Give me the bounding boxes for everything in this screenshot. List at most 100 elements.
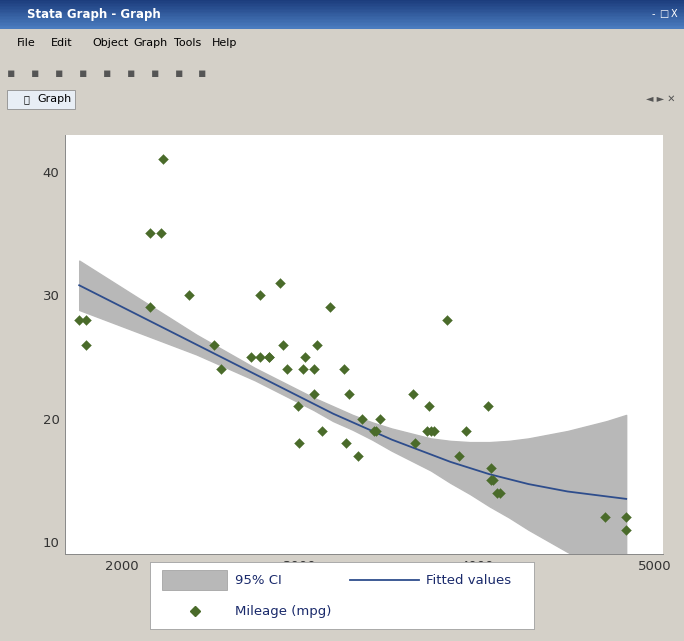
Text: Tools: Tools [174,38,202,48]
Point [215,364,226,374]
Text: ▪: ▪ [103,67,111,79]
Point [298,364,308,374]
Point [339,364,350,374]
Text: Edit: Edit [51,38,73,48]
Text: ◄ ► ✕: ◄ ► ✕ [646,94,676,104]
Point [255,352,266,362]
Point [352,451,363,461]
Point [81,315,92,325]
Bar [0,10,684,12]
Bar [0,26,684,28]
Point [369,426,380,436]
Point [488,475,499,485]
Text: X: X [670,10,677,19]
Point [441,315,452,325]
Point [246,352,257,362]
Point [425,426,436,436]
Bar [0,3,684,4]
Point [292,401,303,412]
Text: ▪: ▪ [198,67,207,79]
Point [145,303,156,313]
Bar [0,20,684,22]
X-axis label: Weight (lbs.): Weight (lbs.) [320,580,408,594]
Point [491,488,502,498]
Bar [0,0,684,1]
Text: Fitted values: Fitted values [426,574,512,587]
Text: Help: Help [212,38,237,48]
Bar [0,7,684,8]
Point [422,426,433,436]
Point [495,488,505,498]
Point [282,364,293,374]
Point [324,303,335,313]
Point [408,389,419,399]
Point [264,352,275,362]
Point [157,154,168,165]
Point [184,290,195,300]
Point [145,228,156,238]
Point [255,290,266,300]
Text: ▪: ▪ [31,67,39,79]
Point [300,352,311,362]
Point [486,463,497,473]
Point [453,451,464,461]
Point [274,278,285,288]
Text: □: □ [659,10,668,19]
Text: 95% CI: 95% CI [235,574,282,587]
Point [264,352,275,362]
Bar [0,16,684,17]
Bar [0,22,684,23]
Point [209,340,220,350]
Point [312,340,323,350]
Bar [0,28,684,29]
Text: ▪: ▪ [127,67,135,79]
Point [620,512,631,522]
Text: ▪: ▪ [79,67,87,79]
Point [486,475,497,485]
Bar [0,1,684,3]
Text: File: File [17,38,36,48]
Text: ▪: ▪ [55,67,63,79]
Point [461,426,472,436]
Text: ▪: ▪ [174,67,183,79]
Point [599,512,610,522]
Point [81,340,92,350]
Point [340,438,351,449]
Point [343,389,354,399]
Text: ▪: ▪ [7,67,15,79]
Point [317,426,328,436]
Text: 📊: 📊 [24,94,30,104]
Bar [0,17,684,19]
Point [74,315,85,325]
Bar [0,4,684,6]
Point [370,426,381,436]
Point [375,413,386,424]
Text: ▪: ▪ [150,67,159,79]
Bar [162,570,227,590]
Bar [0,12,684,13]
Bar [0,6,684,7]
Point [620,524,631,535]
Bar [0,8,684,10]
Point [423,401,434,412]
Bar [7,90,75,109]
Point [155,228,166,238]
Text: Graph: Graph [133,38,168,48]
Point [294,438,305,449]
Point [482,401,493,412]
Text: Object: Object [92,38,129,48]
Bar [0,13,684,14]
Bar [0,14,684,16]
Point [409,438,420,449]
Bar [0,24,684,26]
Bar [0,23,684,24]
Point [429,426,440,436]
Text: Graph: Graph [38,94,72,104]
Bar [0,19,684,20]
Text: Stata Graph - Graph: Stata Graph - Graph [27,8,161,21]
Point [308,389,319,399]
Point [278,340,289,350]
Point [308,364,319,374]
Text: -: - [651,10,655,19]
Text: Mileage (mpg): Mileage (mpg) [235,605,331,618]
